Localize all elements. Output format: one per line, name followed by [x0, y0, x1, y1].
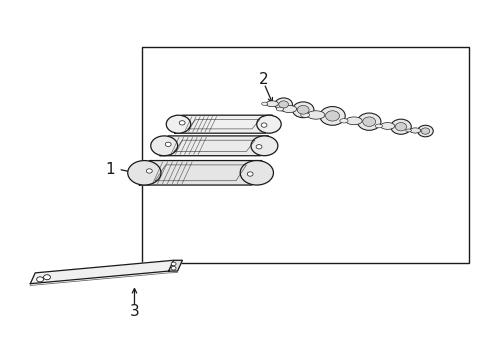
Circle shape	[292, 102, 313, 118]
Circle shape	[256, 145, 262, 149]
Circle shape	[417, 125, 432, 137]
Ellipse shape	[306, 111, 324, 119]
Circle shape	[256, 115, 281, 133]
Polygon shape	[30, 260, 173, 284]
Polygon shape	[175, 115, 272, 133]
Ellipse shape	[265, 101, 278, 107]
Circle shape	[179, 121, 185, 125]
Circle shape	[278, 101, 288, 108]
Text: 1: 1	[105, 162, 115, 177]
Circle shape	[357, 113, 380, 130]
Ellipse shape	[276, 107, 283, 111]
Ellipse shape	[409, 128, 420, 133]
Ellipse shape	[405, 129, 410, 132]
Circle shape	[274, 98, 292, 111]
Circle shape	[166, 115, 190, 133]
Polygon shape	[168, 260, 182, 271]
Circle shape	[362, 117, 375, 126]
Polygon shape	[160, 136, 268, 156]
Bar	[142, 47, 468, 263]
Ellipse shape	[374, 124, 382, 128]
Circle shape	[43, 275, 50, 280]
Circle shape	[325, 111, 339, 121]
Circle shape	[240, 161, 273, 185]
Ellipse shape	[380, 122, 394, 129]
Circle shape	[250, 136, 277, 156]
Circle shape	[390, 119, 410, 134]
Circle shape	[165, 142, 171, 147]
Circle shape	[420, 128, 429, 134]
Circle shape	[394, 122, 406, 131]
Circle shape	[247, 172, 253, 176]
Circle shape	[297, 105, 308, 114]
Ellipse shape	[300, 113, 309, 117]
Text: 3: 3	[129, 304, 139, 319]
Text: 2: 2	[259, 72, 268, 87]
Ellipse shape	[261, 102, 267, 105]
Circle shape	[171, 262, 176, 266]
Ellipse shape	[339, 119, 347, 123]
Circle shape	[171, 266, 176, 270]
Circle shape	[319, 107, 345, 125]
Circle shape	[150, 136, 177, 156]
Polygon shape	[139, 161, 261, 185]
Circle shape	[261, 123, 266, 127]
Circle shape	[146, 169, 152, 173]
Ellipse shape	[345, 117, 362, 125]
Circle shape	[127, 161, 161, 185]
Circle shape	[37, 277, 43, 282]
Ellipse shape	[281, 105, 296, 113]
